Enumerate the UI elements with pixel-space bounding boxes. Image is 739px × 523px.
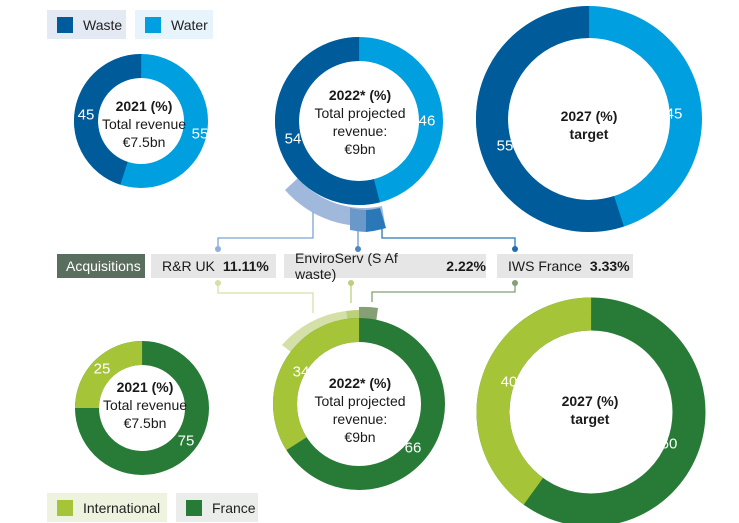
val-top-2022-water: 46 — [418, 112, 436, 130]
val-bottom-2021-international: 25 — [93, 360, 111, 378]
val-bottom-2021-france: 75 — [177, 432, 195, 450]
val-top-2027-water: 45 — [665, 105, 683, 123]
val-top-2021-waste: 45 — [77, 106, 95, 124]
legend-water: Water — [135, 10, 213, 39]
acquisition-rr-uk: R&R UK 11.11% — [151, 254, 276, 278]
donut-top-2022 — [275, 37, 443, 232]
legend-waste-label: Waste — [83, 16, 123, 33]
center-top-2021: 2021 (%) Total revenue €7.5bn — [101, 98, 187, 150]
val-top-2022-waste: 54 — [284, 130, 302, 148]
international-swatch-icon — [57, 499, 73, 516]
iws-dot-bottom-icon — [512, 280, 518, 286]
center-top-2022: 2022* (%) Total projected revenue: €9bn — [314, 87, 406, 157]
acquisition-iws-france: IWS France 3.33% — [497, 254, 633, 278]
center-bottom-2021: 2021 (%) Total revenue €7.5bn — [102, 379, 188, 431]
center-top-2027: 2027 (%) target — [560, 108, 618, 142]
enviroserv-dot-icon — [355, 246, 361, 252]
val-bottom-2022-international: 34 — [292, 363, 310, 381]
iws-dot-icon — [512, 246, 518, 252]
legend-international: International — [47, 493, 167, 522]
legend-international-label: International — [83, 499, 161, 516]
rr-uk-dot-bottom-icon — [215, 280, 221, 286]
center-bottom-2027: 2027 (%) target — [561, 393, 619, 427]
val-top-2027-waste: 55 — [496, 137, 514, 155]
val-bottom-2027-france: 60 — [660, 435, 678, 453]
val-bottom-2022-france: 66 — [404, 439, 422, 457]
rr-uk-dot-icon — [215, 246, 221, 252]
legend-france: France — [176, 493, 258, 522]
enviroserv-dot-bottom-icon — [348, 280, 354, 286]
donut-bottom-2022 — [273, 306, 445, 491]
legend-waste: Waste — [47, 10, 126, 39]
acquisitions-label: Acquisitions — [57, 254, 145, 278]
donut-bottom-2027 — [476, 297, 706, 523]
legend-water-label: Water — [171, 16, 208, 33]
donut-top-2021 — [73, 54, 208, 188]
legend-france-label: France — [212, 499, 256, 516]
donut-bottom-2021 — [75, 341, 209, 475]
waste-swatch-icon — [57, 16, 73, 33]
france-swatch-icon — [186, 499, 202, 516]
acquisition-enviroserv: EnviroServ (S Af waste) 2.22% — [284, 250, 486, 282]
connector-lines-bottom — [217, 284, 516, 313]
val-bottom-2027-international: 40 — [500, 373, 518, 391]
val-top-2021-water: 55 — [191, 125, 209, 143]
donut-top-2027 — [476, 6, 702, 232]
water-swatch-icon — [145, 16, 161, 33]
center-bottom-2022: 2022* (%) Total projected revenue: €9bn — [314, 375, 406, 445]
connector-lines-top — [217, 212, 516, 248]
